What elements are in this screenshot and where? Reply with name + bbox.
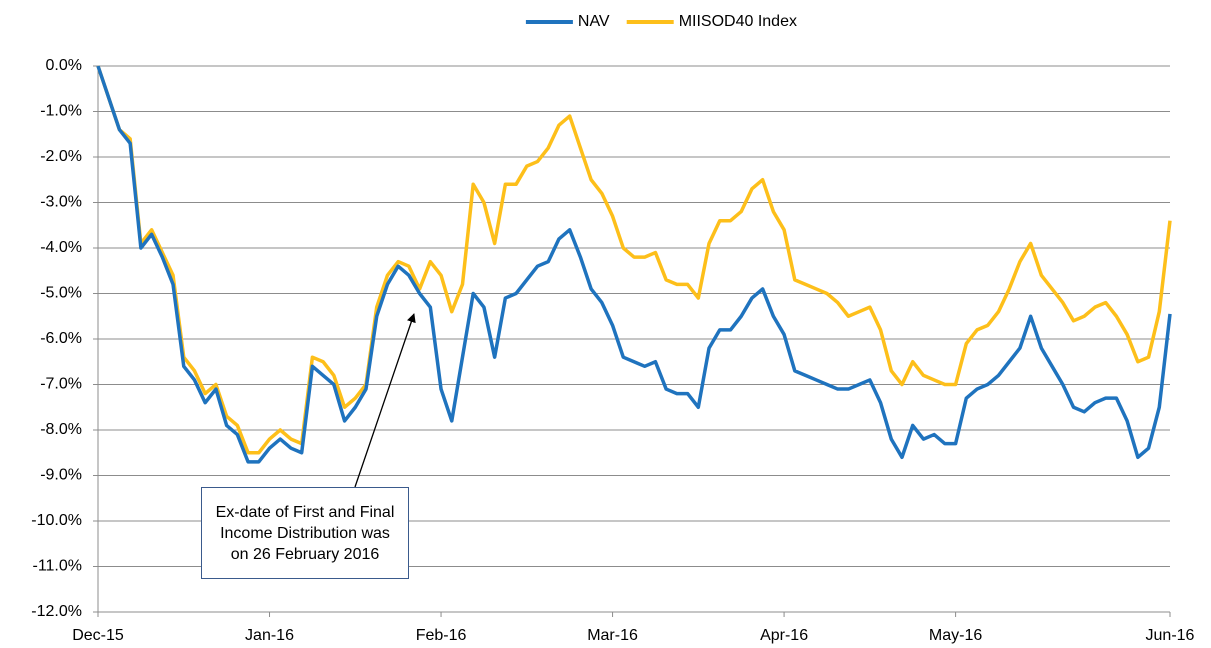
y-tick-label: -12.0%: [31, 603, 82, 620]
y-tick-label: -8.0%: [40, 421, 82, 438]
y-tick-label: -7.0%: [40, 376, 82, 393]
series-line: [96, 65, 1172, 464]
y-tick-label: -9.0%: [40, 467, 82, 484]
x-tick-label: Apr-16: [760, 627, 808, 644]
series-line: [96, 65, 1172, 455]
labels: 0.0% -1.0% -2.0% -3.0% -4.0% -5.0% -6.0% -7.0% -…: [31, 13, 1194, 644]
lines: [96, 65, 1172, 464]
x-tick-label: Jan-16: [245, 627, 294, 644]
annotation: Ex-date of First and Final Income Distri…: [201, 487, 409, 579]
y-tick-label: 0.0%: [46, 57, 82, 74]
x-tick-label: Dec-15: [72, 627, 124, 644]
y-tick-label: -1.0%: [40, 103, 82, 120]
legend-label: MIISOD40 Index: [679, 13, 797, 30]
y-tick-label: -5.0%: [40, 285, 82, 302]
y-tick-label: -3.0%: [40, 194, 82, 211]
y-tick-label: -11.0%: [32, 558, 82, 575]
x-tick-label: Jun-16: [1146, 627, 1195, 644]
grid: [93, 65, 1171, 617]
x-tick-label: Mar-16: [587, 627, 638, 644]
y-tick-label: -6.0%: [40, 330, 82, 347]
y-tick-label: -2.0%: [40, 148, 82, 165]
y-tick-label: -4.0%: [40, 239, 82, 256]
x-tick-label: Feb-16: [416, 627, 467, 644]
annotation-arrow: [354, 313, 416, 488]
x-tick-label: May-16: [929, 627, 982, 644]
legend-label: NAV: [578, 13, 610, 30]
y-tick-label: -10.0%: [31, 512, 82, 529]
